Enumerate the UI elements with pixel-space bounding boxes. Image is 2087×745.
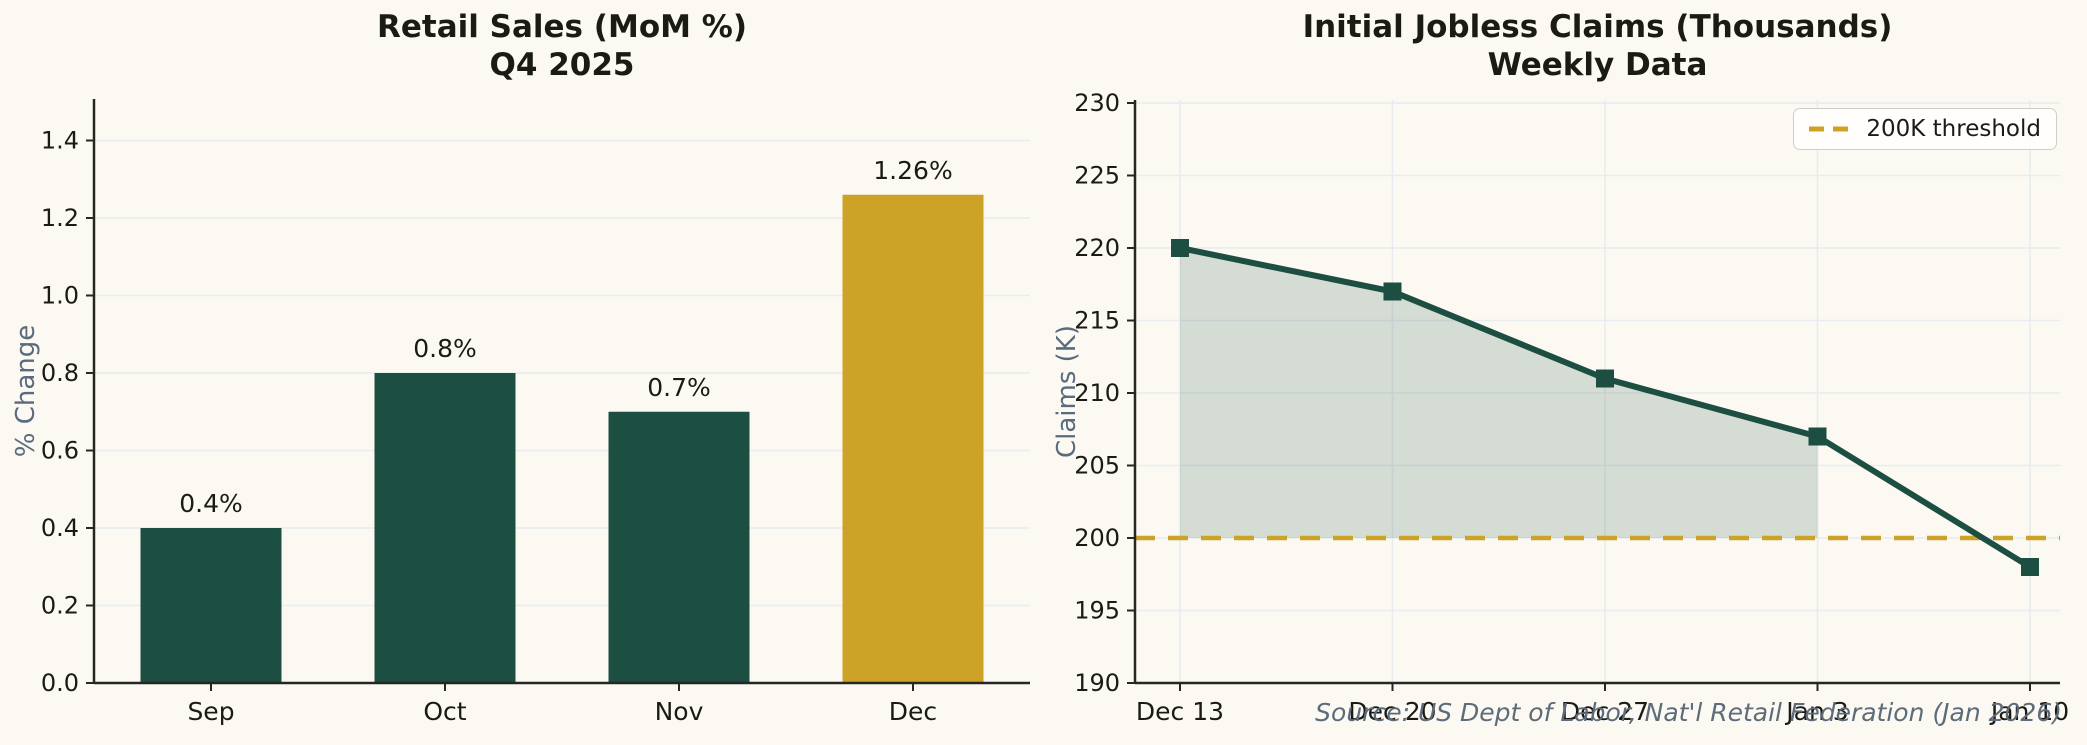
- y-tick-label: 200: [1074, 524, 1120, 552]
- x-tick-label: Sep: [187, 697, 234, 726]
- y-tick-label: 0.8: [41, 359, 79, 387]
- x-tick-label: Dec 20: [1348, 697, 1436, 726]
- source-note: Source: US Dept of Labor, Nat'l Retail F…: [1315, 698, 2062, 727]
- y-tick-label: 1.0: [41, 282, 79, 310]
- x-tick-label: Oct: [423, 697, 466, 726]
- bar-chart-title-line1: Retail Sales (MoM %): [376, 9, 747, 45]
- y-tick-label: 225: [1074, 162, 1120, 190]
- bar-dec: [842, 194, 984, 683]
- threshold-legend-label: 200K threshold: [1866, 116, 2041, 142]
- line-chart-title: Initial Jobless Claims (Thousands) Weekl…: [1135, 8, 2060, 84]
- line-chart-title-line1: Initial Jobless Claims (Thousands): [1302, 9, 1893, 45]
- y-tick-label: 190: [1074, 669, 1120, 697]
- y-tick-label: 0.0: [41, 669, 79, 697]
- dashed-line-legend-icon: [1809, 126, 1854, 132]
- bar-value-label: 0.7%: [647, 373, 711, 402]
- y-tick-label: 1.4: [41, 127, 79, 155]
- bar-value-label: 1.26%: [873, 156, 952, 185]
- bar-sep: [140, 528, 282, 683]
- y-tick-label: 195: [1074, 597, 1120, 625]
- threshold-legend: 200K threshold: [1793, 108, 2057, 150]
- y-tick-label: 230: [1074, 89, 1120, 117]
- y-axis-label: Claims (K): [1052, 325, 1082, 458]
- y-tick-label: 210: [1074, 379, 1120, 407]
- x-tick-label: Nov: [655, 697, 704, 726]
- data-point-marker: [1171, 239, 1189, 257]
- x-tick-label: Dec 27: [1561, 697, 1649, 726]
- y-tick-label: 0.4: [41, 514, 79, 542]
- y-tick-label: 215: [1074, 307, 1120, 335]
- bar-value-label: 0.4%: [179, 489, 243, 518]
- y-tick-label: 1.2: [41, 204, 79, 232]
- x-tick-label: Dec 13: [1136, 697, 1224, 726]
- y-tick-label: 220: [1074, 234, 1120, 262]
- data-point-marker: [1383, 282, 1402, 301]
- bar-chart-title-line2: Q4 2025: [489, 47, 635, 83]
- y-tick-label: 0.2: [41, 592, 79, 620]
- y-tick-label: 205: [1074, 452, 1120, 480]
- bar-nov: [608, 411, 750, 683]
- bar-chart-title: Retail Sales (MoM %) Q4 2025: [94, 8, 1030, 84]
- bar-value-label: 0.8%: [413, 334, 477, 363]
- bar-oct: [374, 373, 516, 683]
- data-point-marker: [1596, 369, 1614, 388]
- data-point-marker: [1808, 427, 1827, 446]
- x-tick-label: Jan 3: [1784, 697, 1848, 726]
- line-chart-title-line2: Weekly Data: [1487, 47, 1708, 83]
- y-tick-label: 0.6: [41, 437, 79, 465]
- area-fill: [1180, 248, 1818, 538]
- data-point-marker: [2021, 558, 2039, 576]
- x-tick-label: Jan 10: [1989, 697, 2069, 726]
- y-axis-label: % Change: [11, 325, 41, 458]
- x-tick-label: Dec: [889, 697, 937, 726]
